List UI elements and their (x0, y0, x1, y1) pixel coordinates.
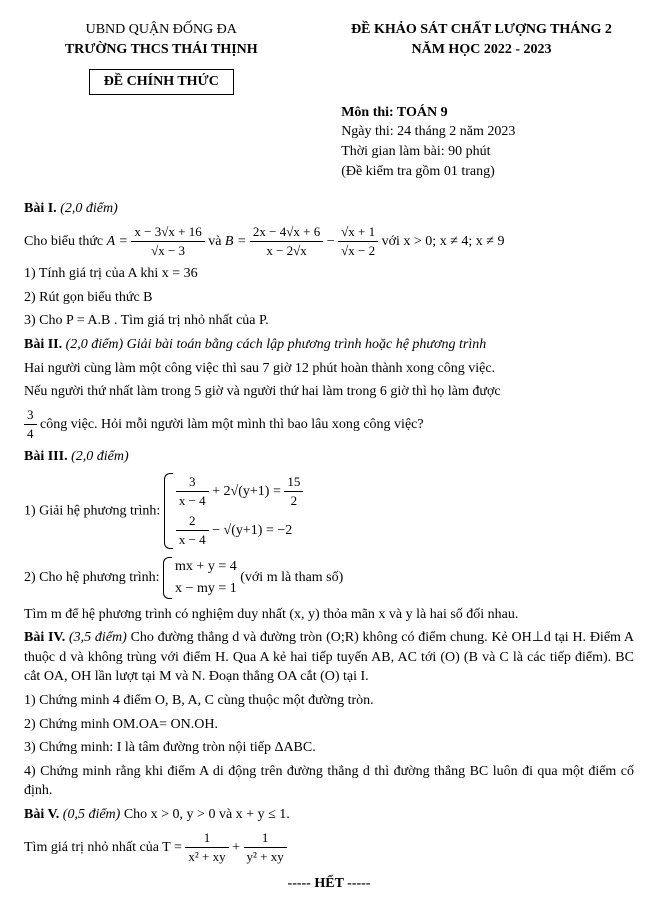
frac-t2: 1 y² + xy (244, 829, 287, 866)
frac-t1: 1 x² + xy (185, 829, 228, 866)
s1r1-f2-den: 2 (284, 492, 303, 510)
and: và (208, 234, 221, 249)
bai3-q1: 1) Giải hệ phương trình: (24, 503, 160, 518)
bai3-label: Bài III. (24, 449, 68, 464)
sys2-r1: mx + y = 4 (175, 557, 237, 577)
bai2-p2a: Nếu người thứ nhất làm trong 5 giờ và ng… (24, 382, 634, 402)
bai3-points: (2,0 điểm) (71, 449, 129, 464)
bai3-q2-row: 2) Cho hệ phương trình: mx + y = 4 x − m… (24, 555, 634, 600)
exam-year: NĂM HỌC 2022 - 2023 (329, 40, 634, 60)
bai2-p1: Hai người cùng làm một công việc thì sau… (24, 359, 634, 379)
exam-pages: (Đề kiểm tra gồm 01 trang) (341, 162, 634, 182)
bai1-q1: 1) Tính giá trị của A khi x = 36 (24, 264, 634, 284)
header: UBND QUẬN ĐỐNG ĐA TRƯỜNG THCS THÁI THỊNH… (24, 20, 634, 95)
bai3-q2: 2) Cho hệ phương trình: (24, 570, 160, 585)
b1-den: x − 2√x (250, 242, 323, 260)
bai1-q3: 3) Cho P = A.B . Tìm giá trị nhỏ nhất củ… (24, 311, 634, 331)
bai1-title: Bài I. (2,0 điểm) (24, 199, 634, 219)
bai4-title-row: Bài IV. (3,5 điểm) Cho đường thẳng d và … (24, 628, 634, 687)
bai5-label: Bài V. (24, 807, 59, 822)
school-label: TRƯỜNG THCS THÁI THỊNH (24, 40, 299, 60)
a-label: A = (107, 234, 128, 249)
header-left: UBND QUẬN ĐỐNG ĐA TRƯỜNG THCS THÁI THỊNH… (24, 20, 299, 95)
bai3-title: Bài III. (2,0 điểm) (24, 447, 634, 467)
bai4-label: Bài IV. (24, 630, 65, 645)
system1: 3 x − 4 + 2√(y+1) = 15 2 2 x − 4 − √(y+1… (164, 471, 304, 552)
bai2-p2b: công việc. Hỏi mỗi người làm một mình th… (40, 417, 424, 432)
sys1-r2: 2 x − 4 − √(y+1) = −2 (176, 512, 304, 549)
bai5-expr: Tìm giá trị nhỏ nhất của T = 1 x² + xy +… (24, 829, 634, 866)
s1r2-f1-num: 2 (176, 512, 209, 531)
s1r1-mid: + 2√(y+1) = (212, 484, 281, 499)
s1r1-f2: 15 2 (284, 473, 303, 510)
bai4-points: (3,5 điểm) (69, 630, 127, 645)
s1r1-f1: 3 x − 4 (176, 473, 209, 510)
t1-den: x² + xy (185, 848, 228, 866)
plus: + (232, 839, 240, 854)
bai1-intro: Cho biểu thức (24, 234, 103, 249)
footer-end: ----- HẾT ----- (24, 874, 634, 894)
district-label: UBND QUẬN ĐỐNG ĐA (24, 20, 299, 40)
bai4-q4: 4) Chứng minh rằng khi điểm A di động tr… (24, 762, 634, 801)
t1-num: 1 (185, 829, 228, 848)
frac34-num: 3 (24, 406, 37, 425)
frac34-den: 4 (24, 425, 37, 443)
b2-den: √x − 2 (338, 242, 378, 260)
bai3-q1-row: 1) Giải hệ phương trình: 3 x − 4 + 2√(y+… (24, 471, 634, 552)
b1-num: 2x − 4√x + 6 (250, 223, 323, 242)
t2-den: y² + xy (244, 848, 287, 866)
sys2-r2: x − my = 1 (175, 579, 237, 599)
bai1-points: (2,0 điểm) (60, 201, 118, 216)
a-den: √x − 3 (131, 242, 204, 260)
a-num: x − 3√x + 16 (131, 223, 204, 242)
s1r1-f1-num: 3 (176, 473, 209, 492)
t2-num: 1 (244, 829, 287, 848)
s1r2-mid: − √(y+1) = −2 (212, 523, 292, 538)
sys1-r1: 3 x − 4 + 2√(y+1) = 15 2 (176, 473, 304, 510)
bai5-p1: Tìm giá trị nhỏ nhất của T = (24, 839, 182, 854)
bai1-label: Bài I. (24, 201, 57, 216)
bai5-cond: Cho x > 0, y > 0 và x + y ≤ 1. (124, 807, 290, 822)
frac-b1: 2x − 4√x + 6 x − 2√x (250, 223, 323, 260)
minus: − (327, 234, 335, 249)
official-box: ĐỀ CHÍNH THỨC (89, 69, 234, 95)
exam-title: ĐỀ KHẢO SÁT CHẤT LƯỢNG THÁNG 2 (329, 20, 634, 40)
s1r2-f1: 2 x − 4 (176, 512, 209, 549)
bai2-label: Bài II. (24, 337, 62, 352)
frac-a: x − 3√x + 16 √x − 3 (131, 223, 204, 260)
exam-duration: Thời gian làm bài: 90 phút (341, 142, 634, 162)
bai4-q2: 2) Chứng minh OM.OA= ON.OH. (24, 715, 634, 735)
bai3-p3: Tìm m để hệ phương trình có nghiệm duy n… (24, 605, 634, 625)
subject: Môn thi: TOÁN 9 (341, 103, 634, 123)
s1r1-f1-den: x − 4 (176, 492, 209, 510)
bai2-title: Bài II. (2,0 điểm) Giải bài toán bằng cá… (24, 335, 634, 355)
bai5-title-row: Bài V. (0,5 điểm) Cho x > 0, y > 0 và x … (24, 805, 634, 825)
bai1-q2: 2) Rút gọn biểu thức B (24, 288, 634, 308)
frac-34: 3 4 (24, 406, 37, 443)
frac-b2: √x + 1 √x − 2 (338, 223, 378, 260)
header-right: ĐỀ KHẢO SÁT CHẤT LƯỢNG THÁNG 2 NĂM HỌC 2… (329, 20, 634, 95)
system2: mx + y = 4 x − my = 1 (163, 555, 237, 600)
b-label: B = (225, 234, 247, 249)
bai4-q3: 3) Chứng minh: I là tâm đường tròn nội t… (24, 738, 634, 758)
bai5-points: (0,5 điểm) (63, 807, 121, 822)
bai1-cond: với x > 0; x ≠ 4; x ≠ 9 (382, 234, 505, 249)
s1r2-f1-den: x − 4 (176, 531, 209, 549)
bai4-q1: 1) Chứng minh 4 điểm O, B, A, C cùng thu… (24, 691, 634, 711)
s1r1-f2-num: 15 (284, 473, 303, 492)
bai3-q2-note: (với m là tham số) (240, 570, 343, 585)
exam-date: Ngày thi: 24 tháng 2 năm 2023 (341, 122, 634, 142)
exam-info: Môn thi: TOÁN 9 Ngày thi: 24 tháng 2 năm… (341, 103, 634, 181)
bai2-p2b-row: 3 4 công việc. Hỏi mỗi người làm một mìn… (24, 406, 634, 443)
bai1-expr: Cho biểu thức A = x − 3√x + 16 √x − 3 và… (24, 223, 634, 260)
bai2-points: (2,0 điểm) Giải bài toán bằng cách lập p… (66, 337, 487, 352)
b2-num: √x + 1 (338, 223, 378, 242)
